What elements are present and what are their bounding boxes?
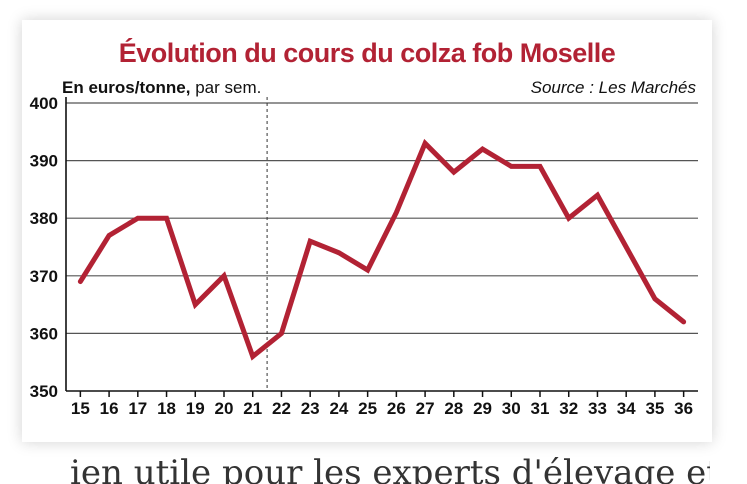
x-tick-label: 19 [186,399,205,418]
x-tick-label: 34 [617,399,636,418]
y-unit-bold: En euros/tonne, [62,78,191,97]
series-line-0 [77,138,687,361]
y-tick-label: 360 [30,324,58,343]
x-tick-label: 15 [71,399,90,418]
y-unit-label: En euros/tonne, par sem. [62,78,261,98]
x-tick-label: 24 [329,399,348,418]
x-tick-label: 36 [674,399,693,418]
x-tick-label: 17 [128,399,147,418]
y-axis-ticks: 350 360 370 380 390 400 [30,94,58,401]
x-tick-label: 21 [243,399,262,418]
y-tick-label: 390 [30,152,58,171]
x-tick-label: 23 [301,399,320,418]
x-axis-ticks: 15 16 17 18 19 20 21 22 23 24 25 26 27 28 29 30 31 32 33 34… [71,391,693,418]
x-tick-label: 28 [444,399,463,418]
y-tick-label: 370 [30,267,58,286]
chart-source: Source : Les Marchés [530,78,696,97]
x-tick-label: 26 [387,399,406,418]
article-text-fragment: ien utile pour les experts d'élevage et … [70,453,710,484]
x-tick-label: 29 [473,399,492,418]
axes [65,97,698,392]
x-tick-label: 35 [645,399,664,418]
x-tick-label: 16 [100,399,119,418]
series [77,138,687,361]
x-tick-label: 20 [215,399,234,418]
x-tick-label: 32 [559,399,578,418]
x-tick-label: 31 [531,399,550,418]
x-tick-label: 30 [502,399,521,418]
x-tick-label: 33 [588,399,607,418]
chart-title: Évolution du cours du colza fob Moselle [118,38,616,68]
y-tick-label: 380 [30,209,58,228]
line-chart: 350 360 370 380 390 400 15 16 17 18 19 20 21 22 23 24 2… [30,94,698,418]
chart-card: Évolution du cours du colza fob Moselle … [22,20,712,442]
y-unit-rest: par sem. [190,78,262,97]
y-tick-label: 400 [30,94,58,113]
y-tick-label: 350 [30,382,58,401]
x-tick-label: 25 [358,399,377,418]
x-tick-label: 18 [157,399,176,418]
x-tick-label: 22 [272,399,291,418]
gridlines [66,102,698,334]
x-tick-label: 27 [416,399,435,418]
